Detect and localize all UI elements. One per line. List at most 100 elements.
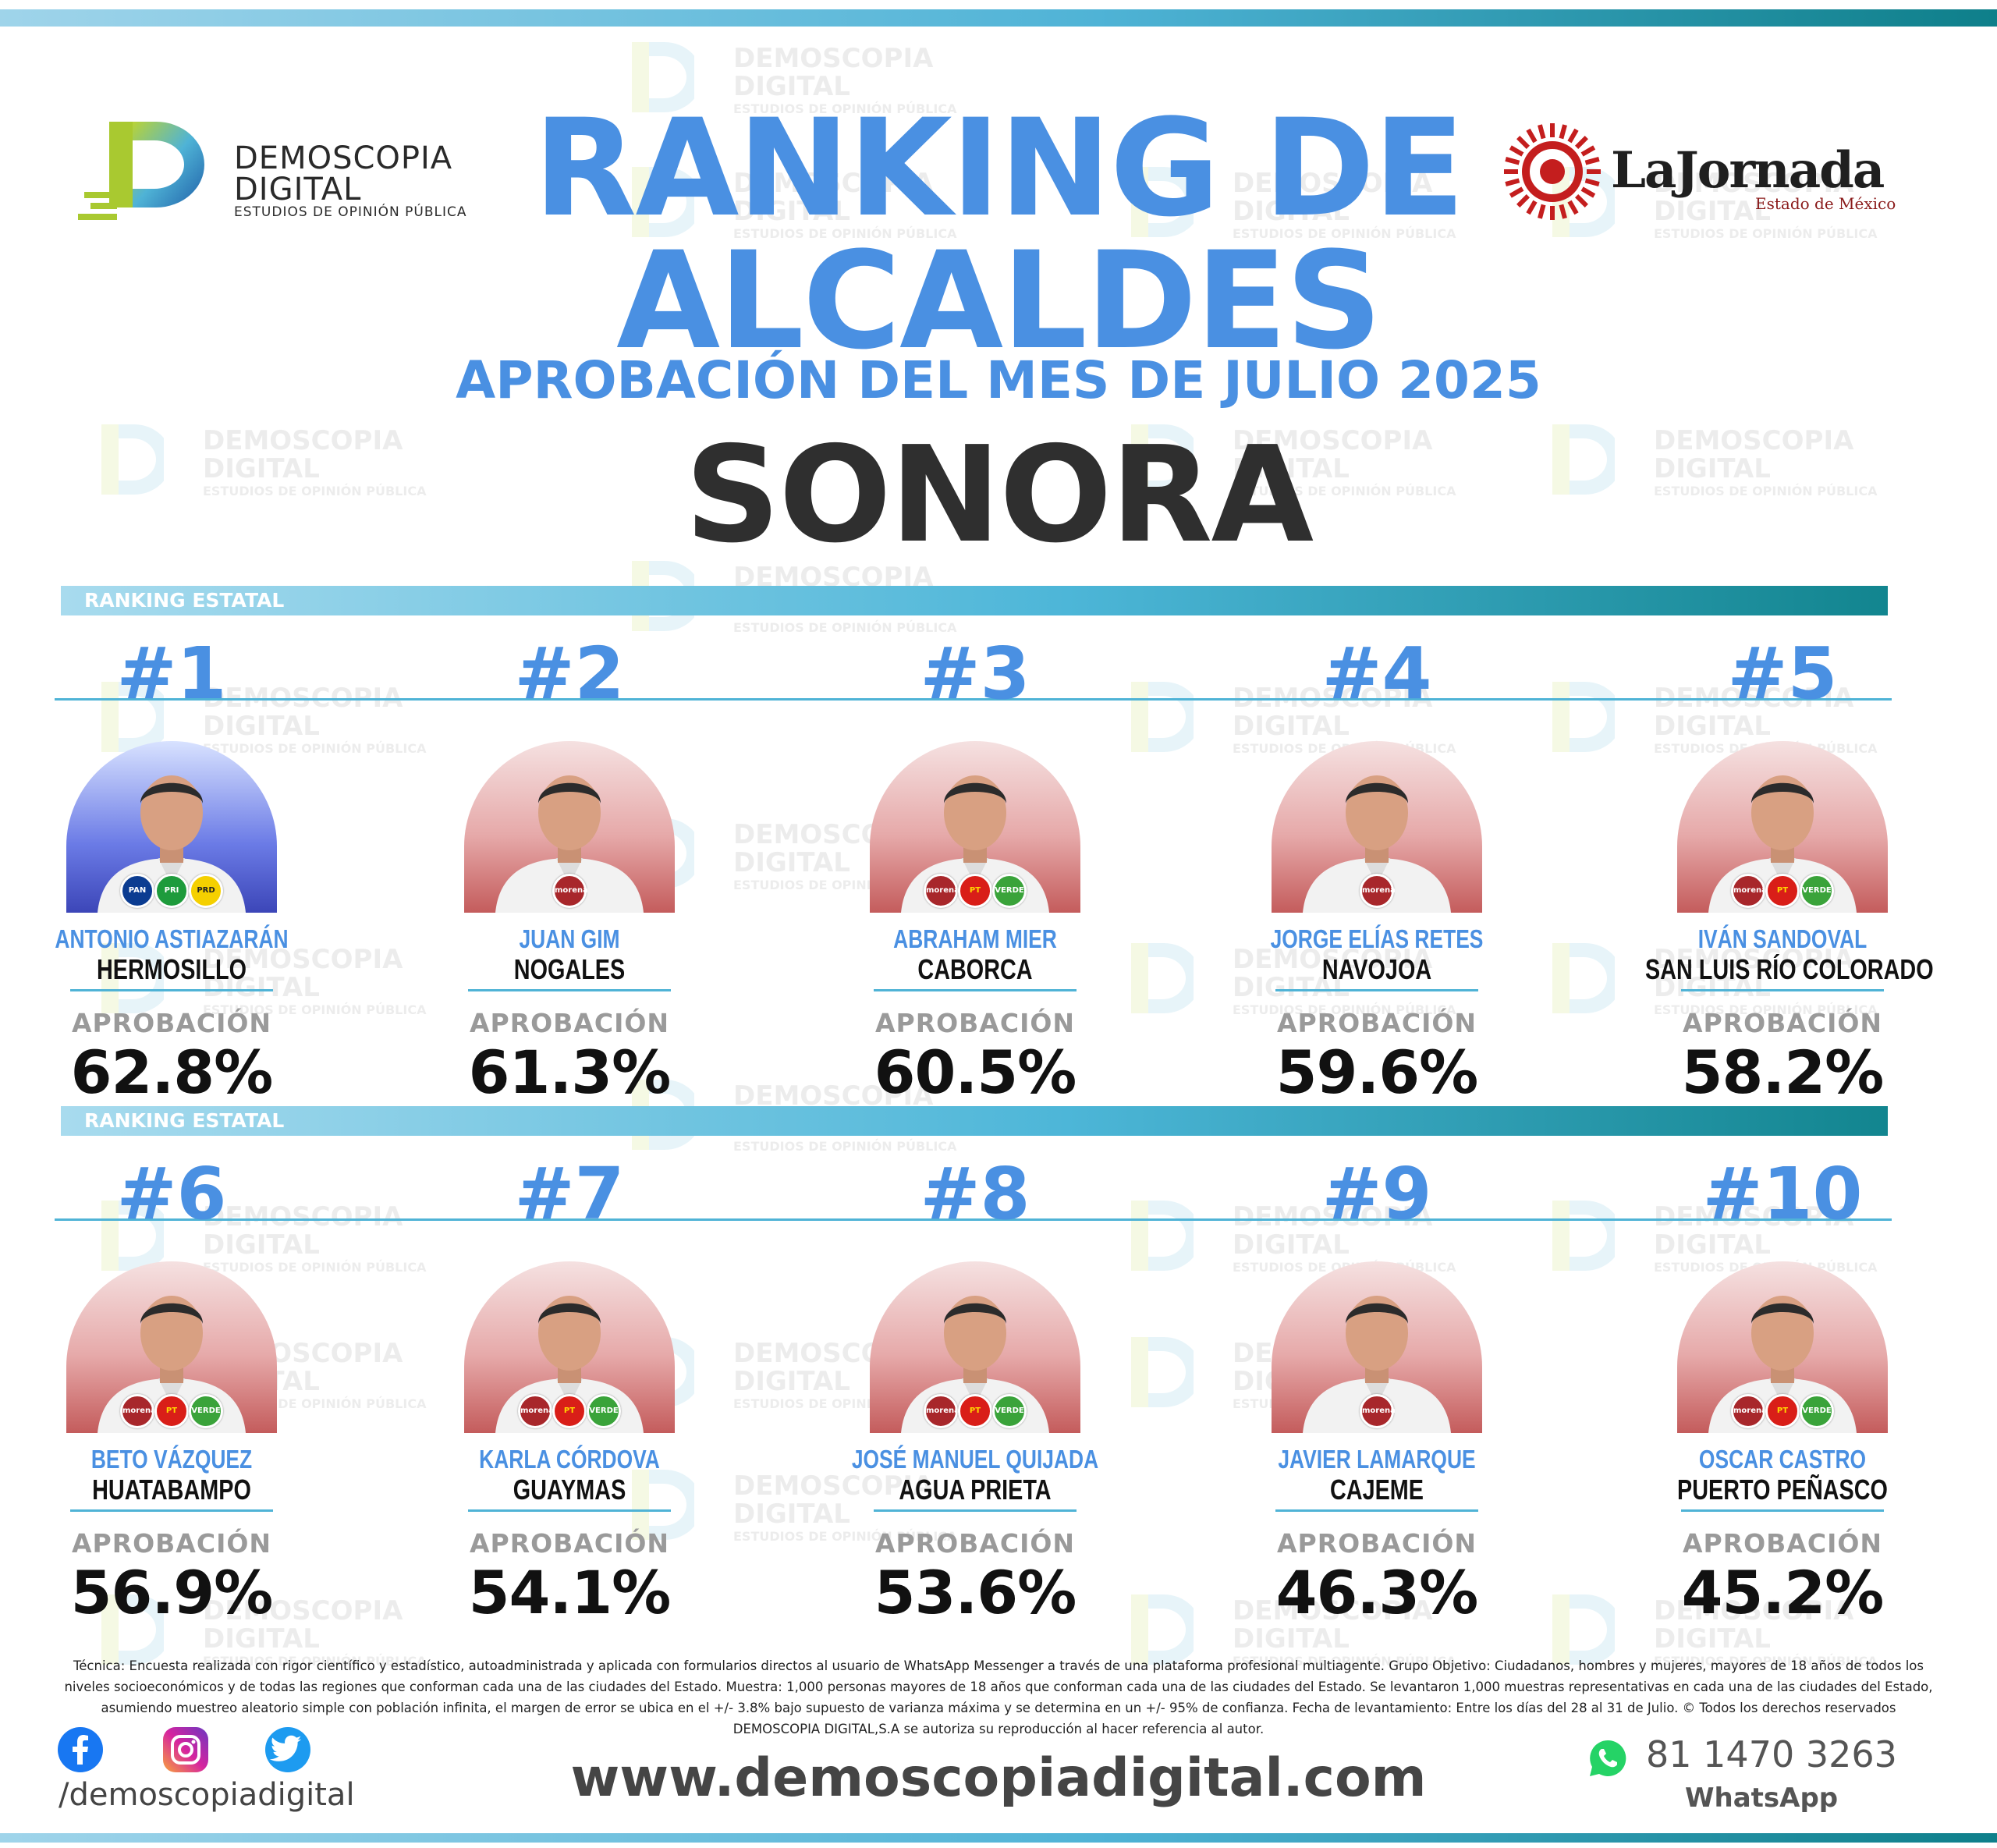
mayor-photo: morena PT VERDE <box>1677 1261 1888 1433</box>
approval-value: 58.2% <box>1681 1038 1885 1107</box>
mayor-photo: morena <box>464 741 675 913</box>
party-badge-morena: morena <box>552 874 588 908</box>
mayor-city: SAN LUIS RÍO COLORADO <box>1645 953 1934 985</box>
approval-label: APROBACIÓN <box>1276 1008 1477 1038</box>
mayor-name: OSCAR CASTRO <box>1698 1445 1867 1474</box>
rank-number: #3 <box>920 632 1030 715</box>
mayor-card: #10 morena PT VERDE OSCAR CASTRO PUERTO PEÑAS… <box>1611 1144 1954 1627</box>
mayor-name: BETO VÁZQUEZ <box>90 1445 253 1474</box>
section-bar-1: RANKING ESTATAL <box>61 586 1888 615</box>
section-bar-2: RANKING ESTATAL <box>61 1106 1888 1136</box>
party-badge-morena: morena <box>518 1394 554 1428</box>
party-badge-verde: VERDE <box>1800 874 1834 908</box>
party-badge-pt: PT <box>1765 874 1800 908</box>
party-badge-pt: PT <box>958 874 992 908</box>
party-badge-morena: morena <box>120 1394 156 1428</box>
mayor-card: #2 morena JUAN GIM NOGALES APROBACIÓN 61.3% <box>398 624 741 1107</box>
mayor-city: CABORCA <box>917 953 1033 985</box>
bottom-accent-bar <box>0 1833 1997 1843</box>
watermark-line1: DEMOSCOPIA <box>733 43 934 74</box>
whatsapp-label: WhatsApp <box>1685 1782 1839 1814</box>
website-url[interactable]: www.demoscopiadigital.com <box>570 1747 1427 1809</box>
methodology-text: Técnica: Encuesta realizada con rigor ci… <box>64 1658 1933 1736</box>
mayor-city: NAVOJOA <box>1321 953 1432 985</box>
mayor-card: #6 morena PT VERDE BETO VÁZQUEZ HUATABAMPO APR… <box>0 1144 343 1627</box>
sun-icon <box>1504 123 1601 220</box>
party-badge-morena: morena <box>924 1394 959 1428</box>
phone-number[interactable]: 81 1470 3263 <box>1646 1733 1897 1775</box>
mayor-photo: morena PT VERDE <box>870 741 1080 913</box>
party-badge-pt: PT <box>154 1394 189 1428</box>
approval-label: APROBACIÓN <box>71 1528 272 1559</box>
rank-number: #4 <box>1321 632 1432 715</box>
approval-label: APROBACIÓN <box>71 1008 272 1038</box>
watermark-line2: DIGITAL <box>1654 1623 1771 1655</box>
mayor-city: GUAYMAS <box>513 1474 626 1506</box>
party-badge-pt: PT <box>958 1394 992 1428</box>
approval-value: 53.6% <box>874 1558 1077 1627</box>
party-badge-pt: PT <box>552 1394 587 1428</box>
lajornada-logo: LaJornada Estado de México <box>1502 121 1899 230</box>
rank-number: #2 <box>514 632 625 715</box>
rank-number: #9 <box>1321 1152 1432 1236</box>
social-handle[interactable]: /demoscopiadigital <box>59 1777 355 1813</box>
mayor-photo: morena PT VERDE <box>1677 741 1888 913</box>
rank-number: #8 <box>920 1152 1030 1236</box>
approval-value: 46.3% <box>1275 1558 1479 1627</box>
title-line1: RANKING DE <box>533 90 1465 247</box>
party-badge-morena: morena <box>1731 1394 1767 1428</box>
approval-value: 59.6% <box>1275 1038 1479 1107</box>
mayor-name: ANTONIO ASTIAZARÁN <box>55 924 289 953</box>
name-underline <box>70 1509 273 1512</box>
rank-divider-1 <box>55 698 1892 701</box>
approval-label: APROBACIÓN <box>874 1008 1076 1038</box>
twitter-icon[interactable] <box>264 1726 312 1774</box>
mayor-city: HUATABAMPO <box>92 1474 251 1506</box>
mayor-card: #5 morena PT VERDE IVÁN SANDOVAL SAN LUIS RÍO… <box>1611 624 1954 1108</box>
party-badge-verde: VERDE <box>189 1394 223 1428</box>
lajornada-sub: Estado de México <box>1755 194 1896 213</box>
approval-label: APROBACIÓN <box>469 1528 670 1559</box>
mayor-city: PUERTO PEÑASCO <box>1677 1474 1888 1506</box>
mayor-card: #8 morena PT VERDE JOSÉ MANUEL QUIJADA AGUA P… <box>803 1144 1147 1628</box>
name-underline <box>874 1509 1077 1512</box>
mayor-photo: morena PT VERDE <box>464 1261 675 1433</box>
party-badge-pt: PT <box>1765 1394 1800 1428</box>
mayor-photo: morena <box>1272 741 1482 913</box>
title-line2: ALCALDES <box>616 222 1382 379</box>
mayor-name: JORGE ELÍAS RETES <box>1270 924 1484 953</box>
approval-label: APROBACIÓN <box>469 1008 670 1038</box>
party-badge-pan: PAN <box>120 874 154 908</box>
state-name: SONORA <box>684 418 1314 573</box>
demoscopia-logo-line2: DIGITAL <box>234 172 362 208</box>
section-label: RANKING ESTATAL <box>84 1109 285 1132</box>
party-badge-prd: PRD <box>189 874 223 908</box>
watermark-line2: DIGITAL <box>203 1623 320 1655</box>
demoscopia-logo-tagline: ESTUDIOS DE OPINIÓN PÚBLICA <box>234 204 467 220</box>
mayor-name: JOSÉ MANUEL QUIJADA <box>851 1445 1099 1474</box>
name-underline <box>70 989 273 991</box>
mayor-card: #1 PAN PRI PRD ANTONIO ASTIAZARÁN HERMOSILLO A… <box>0 624 343 1108</box>
approval-value: 62.8% <box>70 1038 274 1107</box>
section-label: RANKING ESTATAL <box>84 589 285 612</box>
party-badge-verde: VERDE <box>587 1394 621 1428</box>
person-icon <box>1303 775 1451 913</box>
rank-number: #6 <box>116 1152 227 1236</box>
name-underline <box>1681 989 1884 991</box>
mayor-city: NOGALES <box>513 953 626 985</box>
mayor-card: #9 morena JAVIER LAMARQUE CAJEME APROBACIÓN 4… <box>1205 1144 1548 1627</box>
mayor-name: JAVIER LAMARQUE <box>1278 1445 1476 1474</box>
mayor-city: CAJEME <box>1329 1474 1424 1506</box>
mayor-name: JUAN GIM <box>519 924 620 953</box>
instagram-icon[interactable] <box>161 1726 210 1774</box>
approval-label: APROBACIÓN <box>1682 1528 1883 1559</box>
rank-number: #7 <box>514 1152 625 1236</box>
mayor-city: HERMOSILLO <box>97 953 247 985</box>
whatsapp-icon <box>1590 1740 1626 1776</box>
party-badge-verde: VERDE <box>992 1394 1027 1428</box>
rank-number: #10 <box>1702 1152 1863 1236</box>
mayor-photo: morena PT VERDE <box>66 1261 277 1433</box>
demoscopia-logo-line1: DEMOSCOPIA <box>234 140 453 176</box>
approval-label: APROBACIÓN <box>874 1528 1076 1559</box>
facebook-icon[interactable] <box>56 1726 105 1774</box>
